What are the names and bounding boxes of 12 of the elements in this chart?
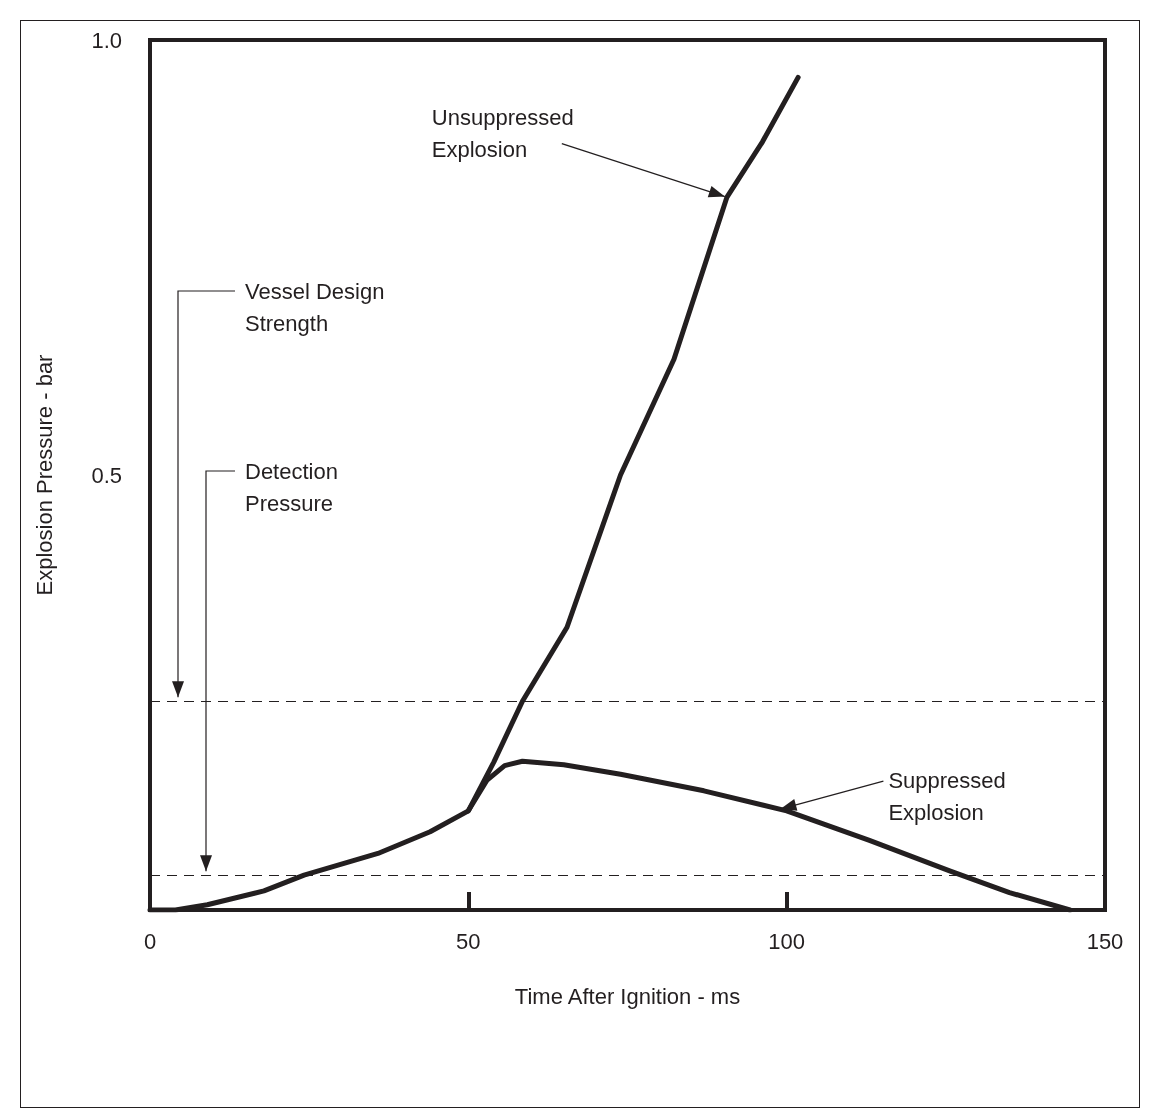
annotation: Unsuppressed Explosion bbox=[431, 105, 574, 163]
x-tick-label: 50 bbox=[456, 928, 481, 954]
annotation: Suppressed Explosion bbox=[888, 767, 1006, 825]
y-axis-title: Explosion Pressure - bar bbox=[31, 354, 57, 596]
y-tick-label: 0.5 bbox=[91, 462, 122, 488]
x-tick-label: 0 bbox=[143, 928, 157, 954]
ref-line-label: Vessel Design Strength bbox=[245, 278, 385, 336]
x-tick-label: 150 bbox=[1086, 928, 1124, 954]
y-tick-label: 1.0 bbox=[91, 27, 122, 53]
ref-line-label: Detection Pressure bbox=[245, 458, 338, 516]
x-tick-label: 100 bbox=[768, 928, 806, 954]
x-axis-title: Time After Ignition - ms bbox=[514, 983, 741, 1009]
